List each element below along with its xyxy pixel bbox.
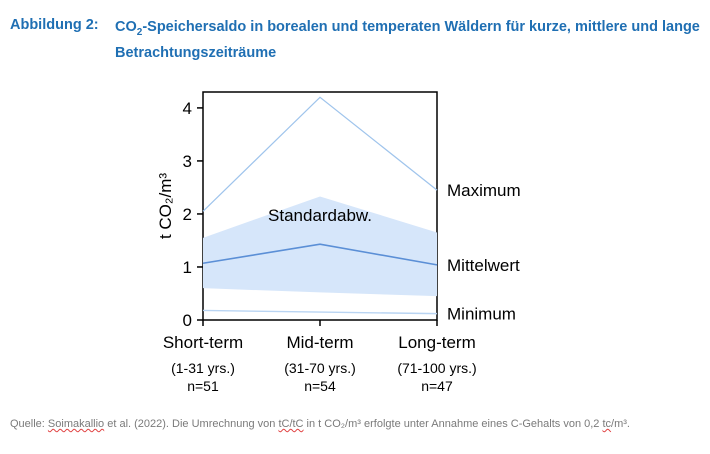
- figure-title: CO2-Speichersaldo in borealen und temper…: [115, 17, 705, 63]
- source-prefix: Quelle:: [10, 418, 48, 430]
- title-subscript: 2: [136, 26, 143, 38]
- series-line-maximum: [202, 96, 438, 212]
- series-line-minimum: [202, 309, 438, 315]
- band-annotation: Standardabw.: [268, 206, 372, 225]
- series-label-mittelwert: Mittelwert: [447, 256, 520, 275]
- source-note: Quelle: Soimakallio et al. (2022). Die U…: [10, 418, 630, 430]
- y-axis-label: t CO₂/m³: [156, 173, 175, 239]
- y-tick-label: 3: [183, 152, 192, 171]
- x-category-period: (71-100 yrs.): [397, 360, 476, 376]
- source-unit-1: tC/tC: [278, 418, 304, 430]
- series-label-minimum: Minimum: [447, 305, 516, 324]
- x-category-count: n=51: [187, 378, 219, 394]
- y-tick-label: 4: [183, 99, 192, 118]
- series-line-mittelwert: [202, 243, 438, 266]
- y-tick-label: 1: [183, 258, 192, 277]
- source-author: Soimakallio: [47, 418, 105, 430]
- std-band-area: [203, 196, 437, 297]
- source-suffix: /m³.: [611, 418, 630, 430]
- series-label-maximum: Maximum: [447, 181, 521, 200]
- source-unit-2: tc: [602, 418, 612, 430]
- y-tick-label: 2: [183, 205, 192, 224]
- chart: Maximum Mittelwert Minimum 0 1 2 3 4 Short-term (…: [156, 91, 521, 394]
- figure-label: Abbildung 2:: [10, 17, 99, 33]
- x-tick-label: Mid-term: [286, 333, 353, 352]
- x-category-period: (1-31 yrs.): [171, 360, 235, 376]
- x-category-count: n=47: [421, 378, 453, 394]
- x-category-period: (31-70 yrs.): [284, 360, 356, 376]
- y-tick-label: 0: [183, 311, 192, 330]
- title-rest: -Speichersaldo in borealen und temperate…: [115, 19, 700, 61]
- x-tick-label: Short-term: [163, 333, 243, 352]
- x-category-count: n=54: [304, 378, 336, 394]
- x-tick-label: Long-term: [398, 333, 475, 352]
- source-middle-2: in t CO₂/m³ erfolgte unter Annahme eines…: [303, 418, 603, 430]
- source-middle: et al. (2022). Die Umrechnung von: [104, 418, 279, 430]
- title-co-part: CO: [115, 19, 137, 35]
